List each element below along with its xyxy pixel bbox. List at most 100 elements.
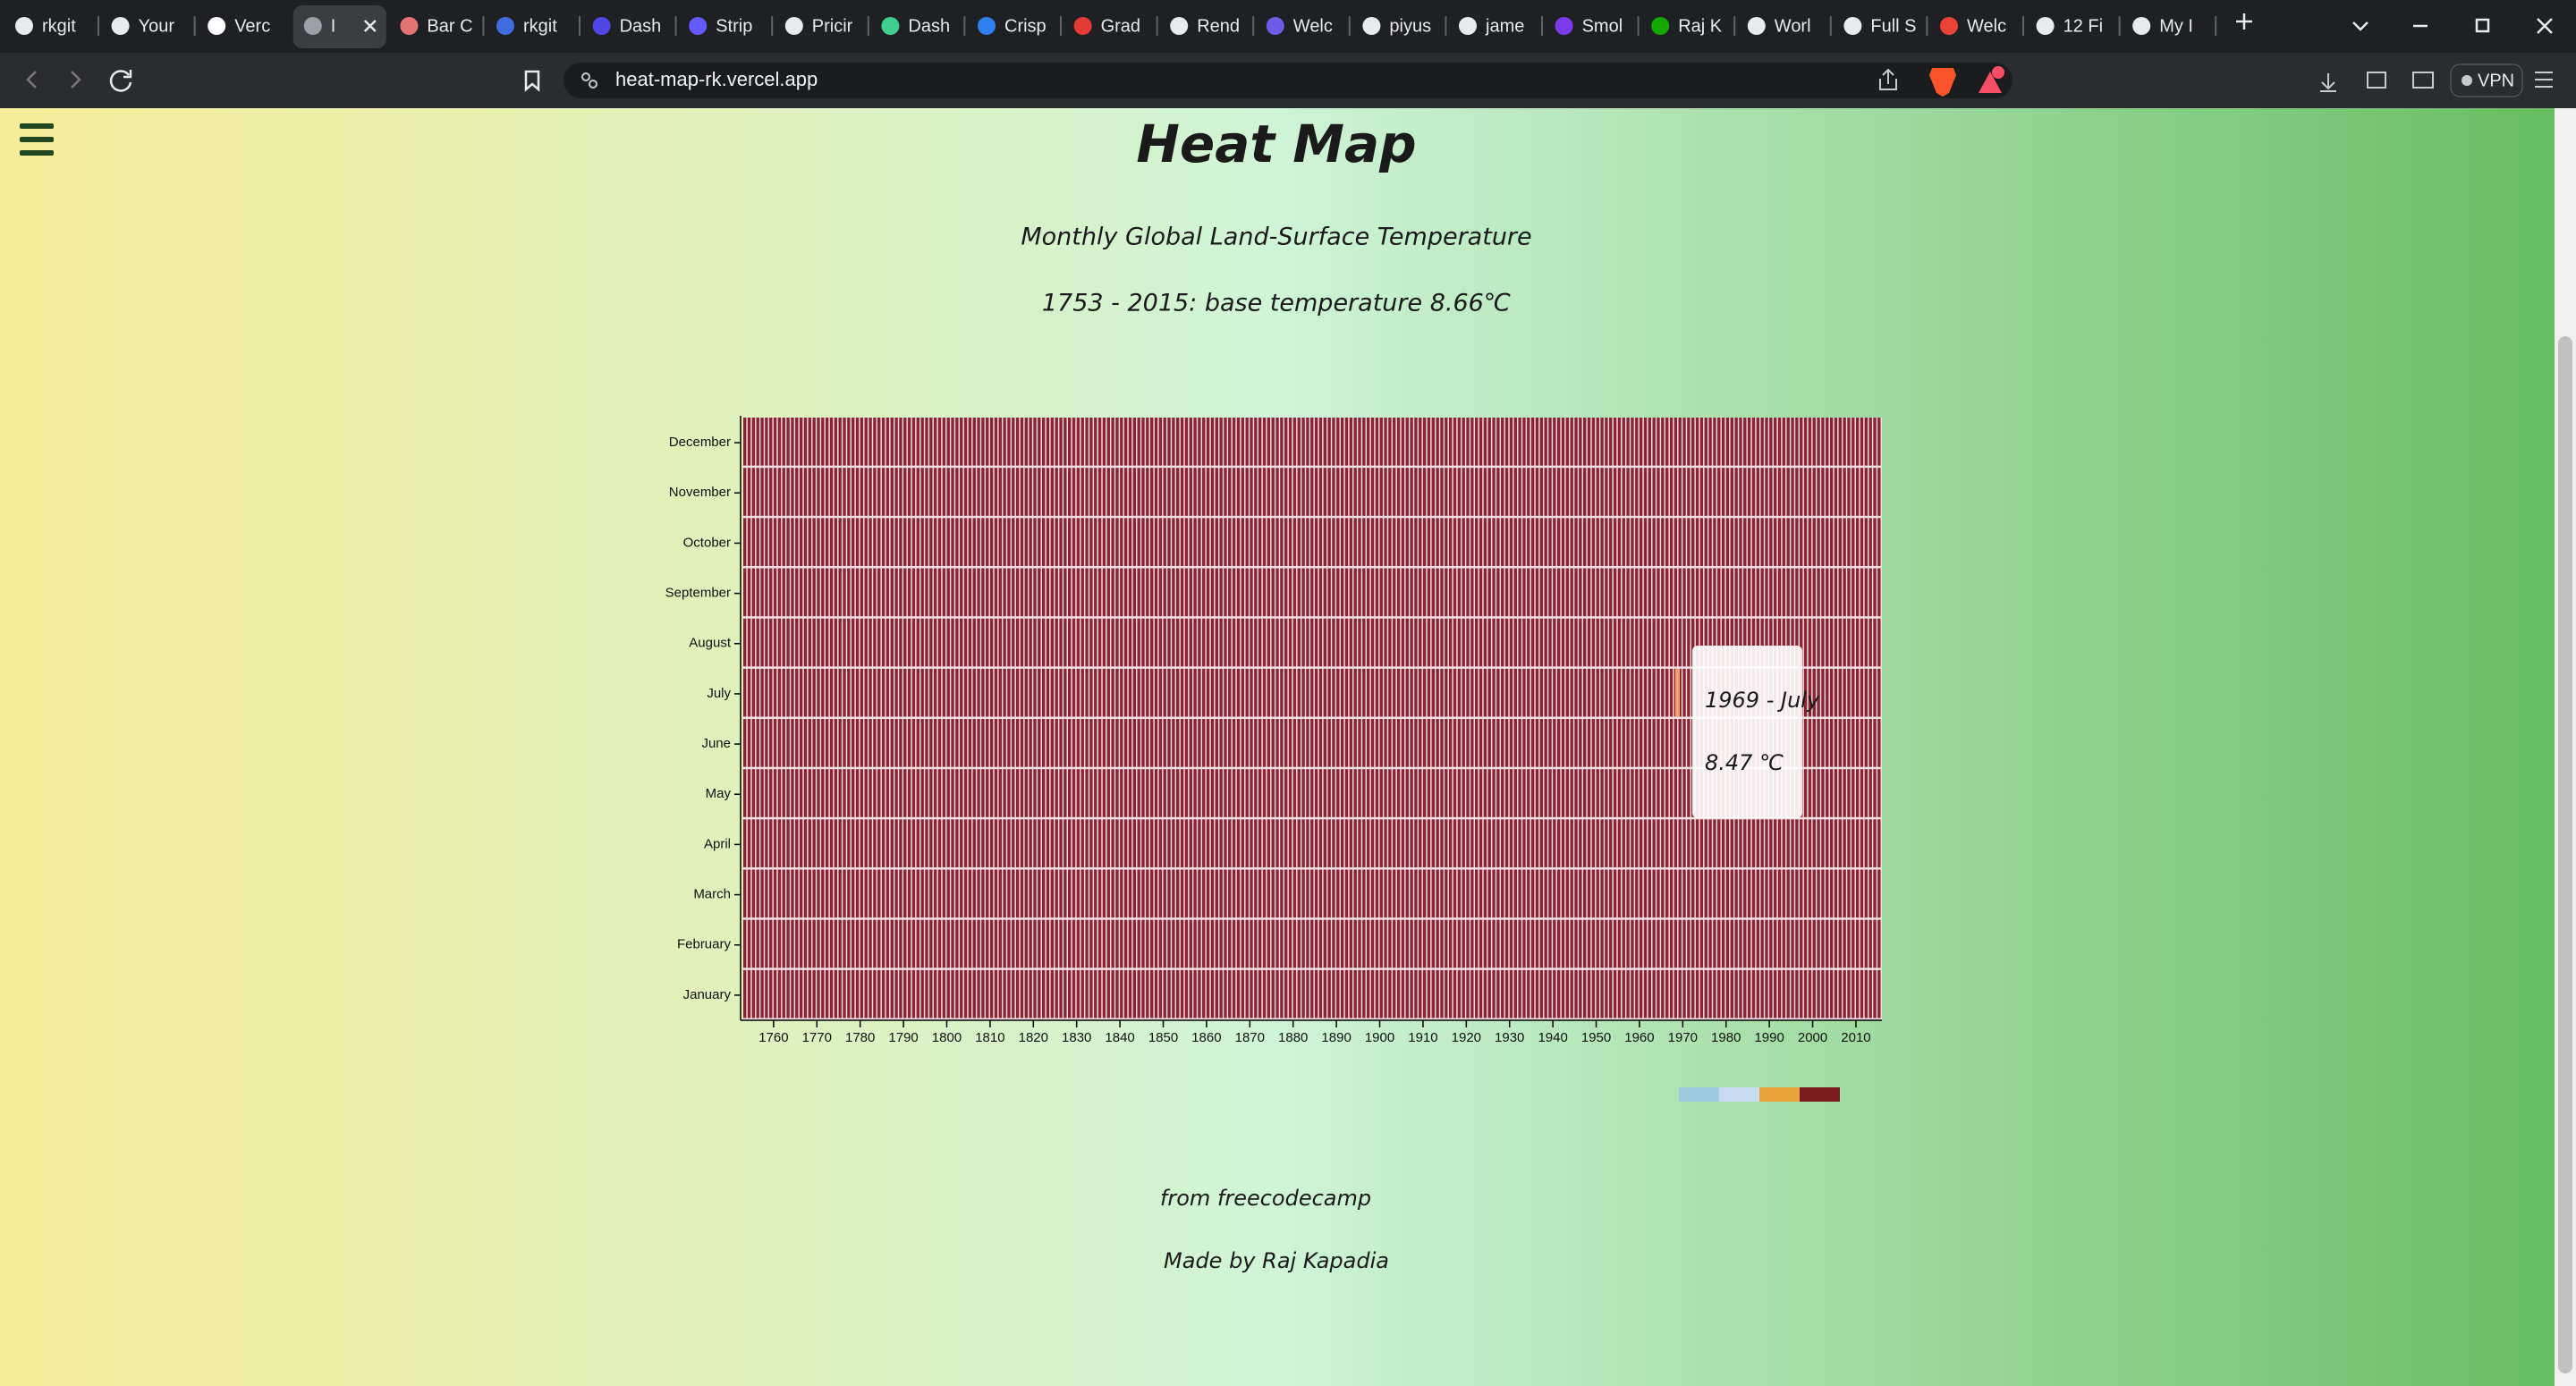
tab-icon <box>1362 17 1381 35</box>
tab-close[interactable] <box>363 20 377 32</box>
wallet[interactable] <box>2412 72 2434 89</box>
tab[interactable]: rkgit <box>15 16 99 36</box>
tab-title: Rend <box>1197 16 1240 36</box>
forward[interactable] <box>71 71 81 89</box>
tab[interactable]: Smol <box>1555 16 1640 36</box>
tab-title: Welc <box>1293 16 1333 36</box>
tab[interactable]: My I <box>2132 16 2217 36</box>
back[interactable] <box>26 71 37 89</box>
tab[interactable]: Crisp <box>978 16 1062 36</box>
x-tick-label: 1840 <box>1105 1030 1134 1045</box>
tooltip-text: 8.47 ℃ <box>1705 750 1784 775</box>
y-tick-label: June <box>701 736 731 751</box>
tab[interactable]: Full S <box>1843 16 1928 36</box>
legend-swatch <box>1679 1087 1719 1102</box>
tab[interactable]: rkgit <box>496 16 580 36</box>
tab[interactable]: Raj K <box>1651 16 1736 36</box>
vpn-icon <box>2462 75 2472 86</box>
tab-title: I <box>331 16 336 36</box>
legend-swatch <box>1800 1087 1840 1102</box>
y-tick-label: October <box>683 535 731 550</box>
tab-icon <box>784 17 803 35</box>
menu[interactable] <box>2535 72 2553 88</box>
address-bar[interactable] <box>564 63 2012 98</box>
hamburger[interactable] <box>20 123 54 156</box>
tab-icon <box>1555 17 1573 35</box>
tab[interactable]: Welc <box>1266 16 1351 36</box>
x-tick-label: 1780 <box>845 1030 875 1045</box>
scroll-thumb[interactable] <box>2558 336 2572 1373</box>
x-tick-label: 1760 <box>758 1030 788 1045</box>
page-title: Heat Map <box>1136 114 1416 174</box>
tab[interactable]: Dash <box>592 16 677 36</box>
reload[interactable] <box>109 70 132 92</box>
new-tab[interactable] <box>2236 13 2252 30</box>
tab-icon <box>303 17 322 35</box>
tab-title: piyus <box>1389 16 1431 36</box>
description: 1753 - 2015: base temperature 8.66℃ <box>1042 290 1511 317</box>
close-window[interactable] <box>2537 18 2553 34</box>
x-tick-label: 1910 <box>1408 1030 1437 1045</box>
y-tick-label: February <box>677 937 732 952</box>
y-tick-label: August <box>689 636 732 651</box>
x-tick-label: 1940 <box>1538 1030 1567 1045</box>
share[interactable] <box>1879 68 1897 90</box>
tab-icon <box>496 17 514 35</box>
tab[interactable]: 12 Fi <box>2036 16 2121 36</box>
tab[interactable]: jame <box>1459 16 1543 36</box>
downloads[interactable] <box>2320 73 2336 92</box>
bookmark[interactable] <box>524 70 540 92</box>
rewards[interactable] <box>1979 72 2002 93</box>
tab[interactable]: Pricir <box>784 16 869 36</box>
tab-search[interactable] <box>2352 21 2368 31</box>
tab-icon <box>1651 17 1670 35</box>
tab[interactable]: Bar C <box>400 16 485 36</box>
tab-icon <box>2132 17 2151 35</box>
tab[interactable]: Grad <box>1073 16 1158 36</box>
tab[interactable]: piyus <box>1362 16 1447 36</box>
x-tick-label: 1950 <box>1581 1030 1611 1045</box>
tab[interactable]: Verc <box>208 16 270 36</box>
tab-icon <box>1940 17 1958 35</box>
tab-icon <box>208 17 226 35</box>
tab[interactable]: I <box>292 5 386 48</box>
vpn-button[interactable] <box>2450 63 2523 97</box>
tab-icon <box>111 17 130 35</box>
tab-title: Worl <box>1775 16 1811 36</box>
tab-title: Dash <box>908 16 950 36</box>
tab[interactable]: Dash <box>881 16 966 36</box>
x-tick-label: 2000 <box>1798 1030 1827 1045</box>
x-tick-label: 1980 <box>1711 1030 1741 1045</box>
tab[interactable]: Worl <box>1747 16 1832 36</box>
tab[interactable]: Welc <box>1940 16 2024 36</box>
tab-icon <box>689 17 708 35</box>
tab-title: 12 Fi <box>2063 16 2103 36</box>
restore[interactable] <box>2475 18 2490 33</box>
x-tick-label: 1960 <box>1624 1030 1654 1045</box>
tab[interactable]: Strip <box>689 16 774 36</box>
y-tick-label: December <box>669 435 731 450</box>
x-tick-label: 1830 <box>1062 1030 1091 1045</box>
tab-icon <box>1266 17 1284 35</box>
tab-icon <box>978 17 996 35</box>
tab-title: Smol <box>1582 16 1623 36</box>
footer-line: Made by Raj Kapadia <box>1164 1248 1389 1273</box>
sidebar[interactable] <box>2367 72 2386 89</box>
x-tick-label: 1860 <box>1191 1030 1221 1045</box>
x-tick-label: 1810 <box>975 1030 1004 1045</box>
url: heat-map-rk.vercel.app <box>615 68 818 90</box>
y-tick-label: May <box>706 786 732 801</box>
tooltip-text: 1969 - July <box>1705 688 1820 713</box>
y-tick-label: January <box>683 987 732 1002</box>
tab[interactable]: Your <box>111 16 196 36</box>
tab[interactable]: Rend <box>1170 16 1255 36</box>
footer-line: from freecodecamp <box>1160 1186 1371 1211</box>
highlighted-cell <box>1675 669 1680 717</box>
brave-shield[interactable] <box>1929 68 1956 97</box>
tab-title: Verc <box>234 16 270 36</box>
tab-title: Grad <box>1101 16 1140 36</box>
y-tick-label: November <box>669 485 731 500</box>
tab-icon <box>2036 17 2055 35</box>
